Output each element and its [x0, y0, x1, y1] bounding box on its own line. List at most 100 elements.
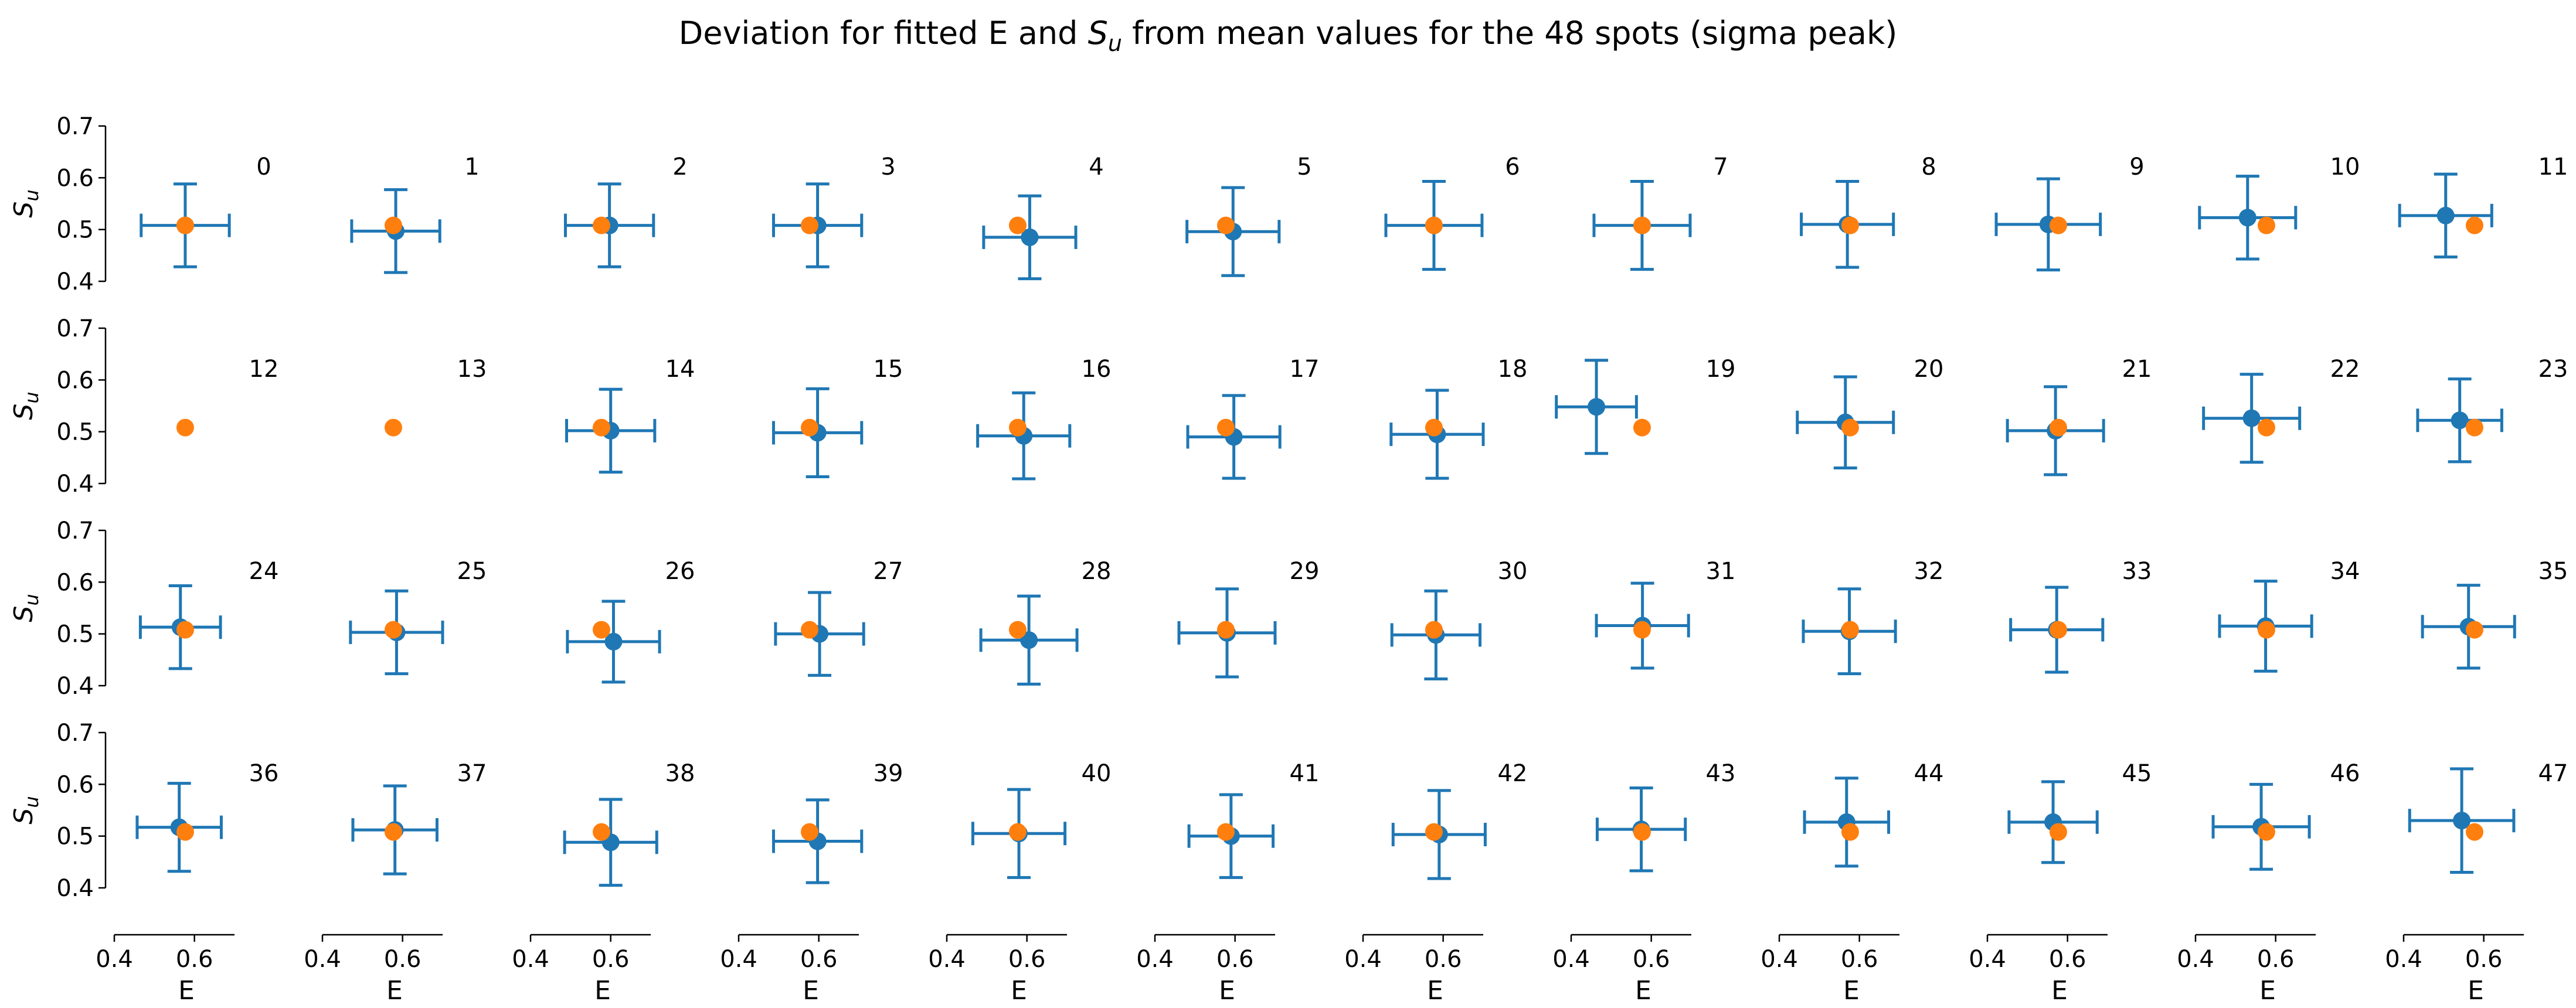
x-tick-label: 0.6	[592, 946, 630, 973]
x-tick-label: 0.6	[2257, 946, 2295, 973]
mean-point	[1216, 418, 1235, 437]
mean-point	[1008, 823, 1027, 841]
mean-point	[2049, 621, 2067, 639]
panel-label: 24	[249, 558, 279, 585]
y-tick-label: 0.6	[56, 771, 94, 798]
panel-label: 35	[2538, 558, 2568, 585]
x-tick-label: 0.4	[720, 946, 757, 973]
chart-title-symbol: S	[1088, 15, 1108, 52]
x-axis-label: E	[1219, 976, 1235, 1006]
mean-point	[384, 216, 402, 234]
x-axis-label: E	[803, 976, 819, 1006]
y-tick-label: 0.5	[56, 823, 94, 850]
x-tick-label: 0.4	[2177, 946, 2214, 973]
panel-label: 31	[1706, 558, 1736, 585]
mean-point	[1425, 418, 1443, 437]
x-tick-label: 0.4	[928, 946, 966, 973]
y-tick-label: 0.7	[56, 720, 94, 747]
mean-point	[2257, 823, 2275, 841]
mean-point	[1633, 418, 1651, 437]
panel-label: 17	[1290, 356, 1320, 383]
chart-title-after: from mean values for the 48 spots (sigma…	[1122, 15, 1897, 52]
panel-label: 27	[874, 558, 903, 585]
panel-label: 9	[2129, 154, 2144, 181]
x-tick-label: 0.6	[1841, 946, 1878, 973]
x-tick-label: 0.4	[1552, 946, 1590, 973]
mean-point	[176, 216, 194, 234]
x-tick-label: 0.4	[304, 946, 341, 973]
panel-label: 19	[1706, 356, 1736, 383]
mean-point	[1216, 823, 1235, 841]
x-tick-label: 0.6	[2465, 946, 2503, 973]
x-tick-label: 0.4	[1344, 946, 1382, 973]
mean-point	[1008, 621, 1027, 639]
y-tick-label: 0.7	[56, 517, 94, 544]
chart-title-subscript: u	[1108, 30, 1122, 56]
mean-point	[2465, 418, 2483, 437]
panel-label: 29	[1290, 558, 1320, 585]
panel-label: 7	[1713, 154, 1728, 181]
y-axis-label: Su	[9, 796, 43, 824]
panel-label: 46	[2330, 760, 2360, 787]
mean-point	[1425, 621, 1443, 639]
mean-point	[1633, 621, 1651, 639]
x-axis-label: E	[2468, 976, 2484, 1006]
mean-point	[384, 621, 402, 639]
fitted-point	[1020, 631, 1038, 649]
mean-point	[2257, 216, 2275, 234]
x-tick-label: 0.6	[1425, 946, 1462, 973]
mean-point	[384, 823, 402, 841]
panel-label: 1	[464, 154, 479, 181]
panel-label: 2	[672, 154, 687, 181]
fitted-point	[2453, 812, 2471, 830]
x-axis-label: E	[1843, 976, 1860, 1006]
y-tick-label: 0.7	[56, 113, 94, 140]
panel-label: 14	[665, 356, 695, 383]
x-axis-label: E	[2051, 976, 2068, 1006]
fitted-point	[2436, 206, 2455, 224]
panel-label: 42	[1498, 760, 1528, 787]
fitted-point	[2238, 209, 2256, 227]
x-tick-label: 0.6	[2049, 946, 2086, 973]
panel-label: 22	[2330, 356, 2360, 383]
mean-point	[800, 418, 818, 437]
x-tick-label: 0.4	[1136, 946, 1174, 973]
panel-label: 26	[665, 558, 695, 585]
panel-label: 25	[457, 558, 487, 585]
fitted-point	[1588, 398, 1606, 416]
mean-point	[1425, 216, 1443, 234]
y-tick-label: 0.5	[56, 419, 94, 446]
mean-point	[176, 418, 194, 437]
mean-point	[1425, 823, 1443, 841]
panel-grid: 0.4 0.5 0.6 0.7 Su 0.4 0.5 0.6 0.7 Su 0.4 0.5 0.6 0.7…	[9, 113, 2568, 1006]
panel-label: 44	[1914, 760, 1944, 787]
panel-label: 30	[1498, 558, 1528, 585]
panel-label: 33	[2122, 558, 2152, 585]
chart-title: Deviation for fitted E and Su from mean …	[679, 15, 1898, 56]
panel-label: 4	[1089, 154, 1103, 181]
y-tick-label: 0.6	[56, 569, 94, 596]
x-tick-label: 0.6	[1633, 946, 1670, 973]
fitted-point	[1021, 228, 1039, 246]
mean-point	[2257, 418, 2275, 437]
panel-label: 6	[1505, 154, 1520, 181]
mean-point	[1008, 216, 1027, 234]
panel-label: 18	[1498, 356, 1528, 383]
x-axis-label: E	[386, 976, 403, 1006]
mean-point	[2465, 823, 2483, 841]
x-tick-label: 0.6	[176, 946, 213, 973]
y-axis-label: Su	[9, 189, 43, 217]
x-tick-label: 0.6	[1008, 946, 1046, 973]
x-tick-label: 0.6	[1216, 946, 1254, 973]
mean-point	[1633, 216, 1651, 234]
mean-point	[1216, 621, 1235, 639]
panel-label: 8	[1921, 154, 1936, 181]
fitted-point	[2451, 411, 2469, 430]
y-tick-label: 0.5	[56, 621, 94, 648]
y-tick-label: 0.4	[56, 673, 94, 700]
panel-label: 15	[874, 356, 903, 383]
y-tick-label: 0.6	[56, 367, 94, 394]
mean-point	[2257, 621, 2275, 639]
x-axis-label: E	[1635, 976, 1651, 1006]
y-axis-label: Su	[9, 391, 43, 420]
